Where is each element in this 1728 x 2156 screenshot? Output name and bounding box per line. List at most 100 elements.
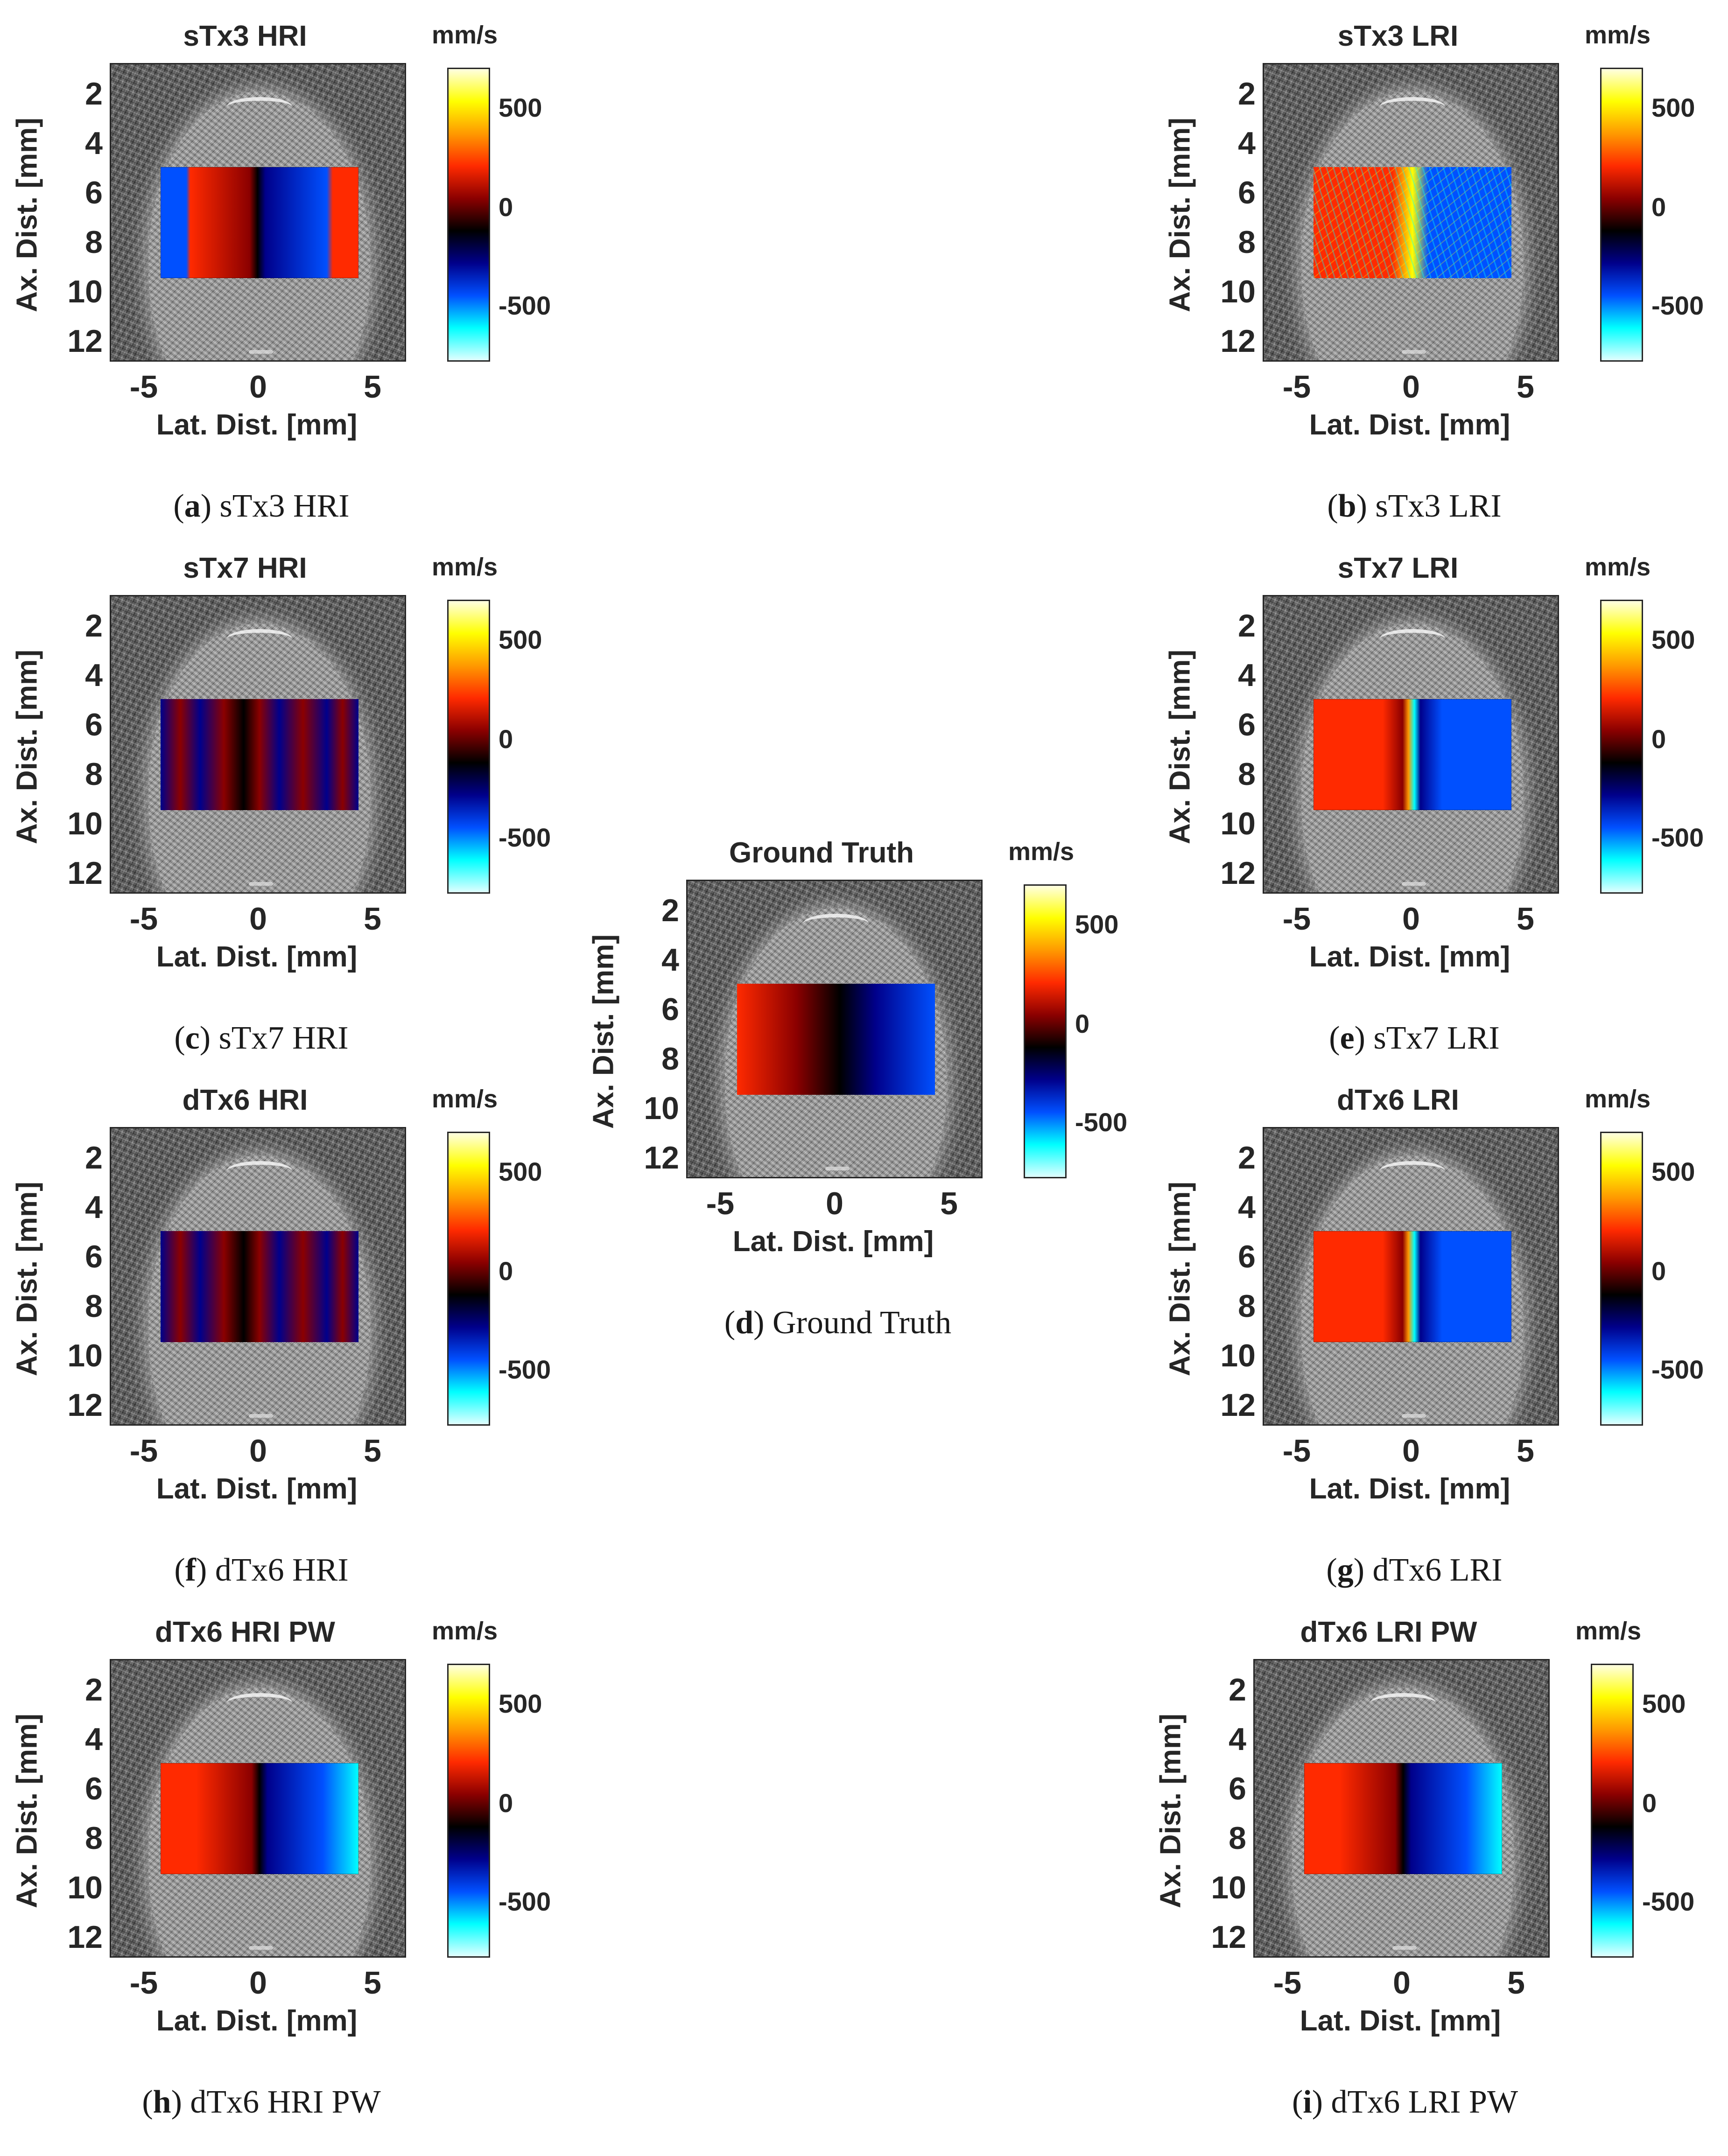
- colorbar-unit: mm/s: [432, 1617, 498, 1645]
- bottom-reflector: [1402, 882, 1426, 886]
- y-tick: 8: [1229, 1820, 1246, 1856]
- y-tick: 2: [85, 1672, 103, 1708]
- x-tick: 0: [826, 1186, 843, 1221]
- x-axis-label: Lat. Dist. [mm]: [156, 409, 358, 441]
- y-tick: 12: [1220, 855, 1256, 891]
- x-axis-label: Lat. Dist. [mm]: [1309, 409, 1510, 441]
- y-tick: 6: [661, 992, 679, 1027]
- y-tick: 4: [85, 1722, 103, 1757]
- y-tick: 12: [1211, 1919, 1246, 1955]
- velocity-overlay: [161, 1763, 358, 1874]
- x-tick: 0: [249, 901, 267, 937]
- y-tick: 2: [85, 608, 103, 644]
- colorbar-tick: 0: [1651, 724, 1666, 754]
- ultrasound-image: [110, 1127, 406, 1426]
- y-axis-label: Ax. Dist. [mm]: [11, 118, 43, 312]
- velocity-overlay: [1314, 167, 1511, 278]
- y-tick: 10: [67, 274, 103, 309]
- panel-title: dTx6 LRI PW: [1300, 1616, 1477, 1648]
- y-tick: 6: [1238, 175, 1256, 210]
- colorbar-tick: 0: [1075, 1009, 1090, 1038]
- y-tick: 6: [1238, 1239, 1256, 1274]
- vessel-wall-arc: [227, 1693, 292, 1713]
- colorbar-tick: 0: [499, 724, 513, 754]
- y-tick: 2: [1229, 1672, 1246, 1708]
- panel-caption: (c) sTx7 HRI: [174, 1020, 349, 1056]
- x-axis-label: Lat. Dist. [mm]: [156, 941, 358, 973]
- y-tick: 4: [1238, 1190, 1256, 1225]
- y-tick: 12: [67, 1919, 103, 1955]
- panel-caption: (f) dTx6 HRI: [174, 1552, 349, 1588]
- y-tick: 4: [1238, 658, 1256, 693]
- y-tick: 12: [67, 323, 103, 359]
- y-tick: 8: [1238, 224, 1256, 260]
- ultrasound-image: [1263, 63, 1559, 362]
- x-tick: -5: [129, 1433, 158, 1469]
- colorbar-unit: mm/s: [1575, 1617, 1642, 1645]
- panel-h: dTx6 HRI PW mm/s 2 4 6 8 10 12 -5 0 5 La…: [0, 1605, 579, 2156]
- ultrasound-image: [1253, 1659, 1550, 1958]
- panel-title: sTx7 HRI: [183, 552, 307, 584]
- x-tick: 5: [364, 901, 381, 937]
- colorbar: [447, 1664, 490, 1958]
- panel-caption: (e) sTx7 LRI: [1329, 1020, 1500, 1056]
- y-tick: 12: [1220, 1387, 1256, 1423]
- velocity-overlay: [1314, 1231, 1511, 1342]
- caption-text: Ground Truth: [772, 1305, 952, 1341]
- x-tick: -5: [1282, 369, 1311, 405]
- panel-f: dTx6 HRI mm/s 2 4 6 8 10 12 -5 0 5 Lat. …: [0, 1073, 579, 1624]
- colorbar-tick: -500: [1651, 1355, 1704, 1384]
- bottom-reflector: [249, 1414, 273, 1418]
- panel-caption: (h) dTx6 HRI PW: [142, 2084, 381, 2120]
- bottom-reflector: [249, 1946, 273, 1950]
- y-tick: 8: [85, 1288, 103, 1324]
- y-tick: 8: [1238, 1288, 1256, 1324]
- x-axis-label: Lat. Dist. [mm]: [1309, 1473, 1510, 1505]
- x-tick: 5: [1517, 901, 1534, 937]
- colorbar-tick: 500: [1651, 1157, 1695, 1186]
- x-tick: 0: [249, 369, 267, 405]
- y-tick: 8: [661, 1041, 679, 1077]
- colorbar-tick: 0: [499, 192, 513, 222]
- y-tick: 6: [85, 1239, 103, 1274]
- vessel-wall-arc: [227, 97, 292, 117]
- x-tick: 0: [1402, 369, 1420, 405]
- panel-b: sTx3 LRI mm/s 2 4 6 8 10 12 -5 0 5 Lat. …: [1153, 9, 1728, 560]
- x-axis-label: Lat. Dist. [mm]: [156, 2005, 358, 2037]
- ultrasound-image: [110, 63, 406, 362]
- panel-caption: (a) sTx3 HRI: [173, 488, 350, 524]
- y-tick: 12: [644, 1140, 679, 1176]
- x-tick: 0: [1393, 1965, 1411, 2001]
- y-tick: 10: [1220, 1338, 1256, 1373]
- panel-letter: f: [185, 1552, 196, 1588]
- y-axis-label: Ax. Dist. [mm]: [1164, 650, 1196, 844]
- y-axis-label: Ax. Dist. [mm]: [1154, 1714, 1187, 1908]
- panel-e: sTx7 LRI mm/s 2 4 6 8 10 12 -5 0 5 Lat. …: [1153, 541, 1728, 1092]
- panel-title: sTx7 LRI: [1337, 552, 1459, 584]
- colorbar-tick: -500: [1651, 823, 1704, 852]
- velocity-overlay: [1304, 1763, 1502, 1874]
- panel-caption: (b) sTx3 LRI: [1327, 488, 1502, 524]
- y-tick: 10: [67, 1338, 103, 1373]
- colorbar-tick: 500: [499, 1157, 542, 1186]
- panel-a: sTx3 HRI mm/s 2 4 6 8 10 12 -5 0 5 Lat. …: [0, 9, 579, 560]
- x-tick: -5: [1282, 1433, 1311, 1469]
- y-tick: 8: [85, 756, 103, 792]
- colorbar: [1600, 68, 1643, 362]
- x-tick: -5: [129, 901, 158, 937]
- y-tick: 8: [85, 1820, 103, 1856]
- ultrasound-image: [1263, 595, 1559, 894]
- y-tick: 10: [644, 1091, 679, 1126]
- panel-title: Ground Truth: [729, 837, 914, 869]
- y-axis-label: Ax. Dist. [mm]: [1164, 1182, 1196, 1376]
- vessel-wall-arc: [227, 1161, 292, 1181]
- colorbar-tick: 500: [1642, 1689, 1686, 1718]
- y-tick: 2: [661, 893, 679, 928]
- bottom-reflector: [825, 1167, 850, 1170]
- y-tick: 4: [85, 658, 103, 693]
- x-tick: 5: [1507, 1965, 1525, 2001]
- y-tick: 8: [1238, 756, 1256, 792]
- y-tick: 6: [1238, 707, 1256, 742]
- y-tick: 8: [85, 224, 103, 260]
- velocity-overlay: [1314, 699, 1511, 810]
